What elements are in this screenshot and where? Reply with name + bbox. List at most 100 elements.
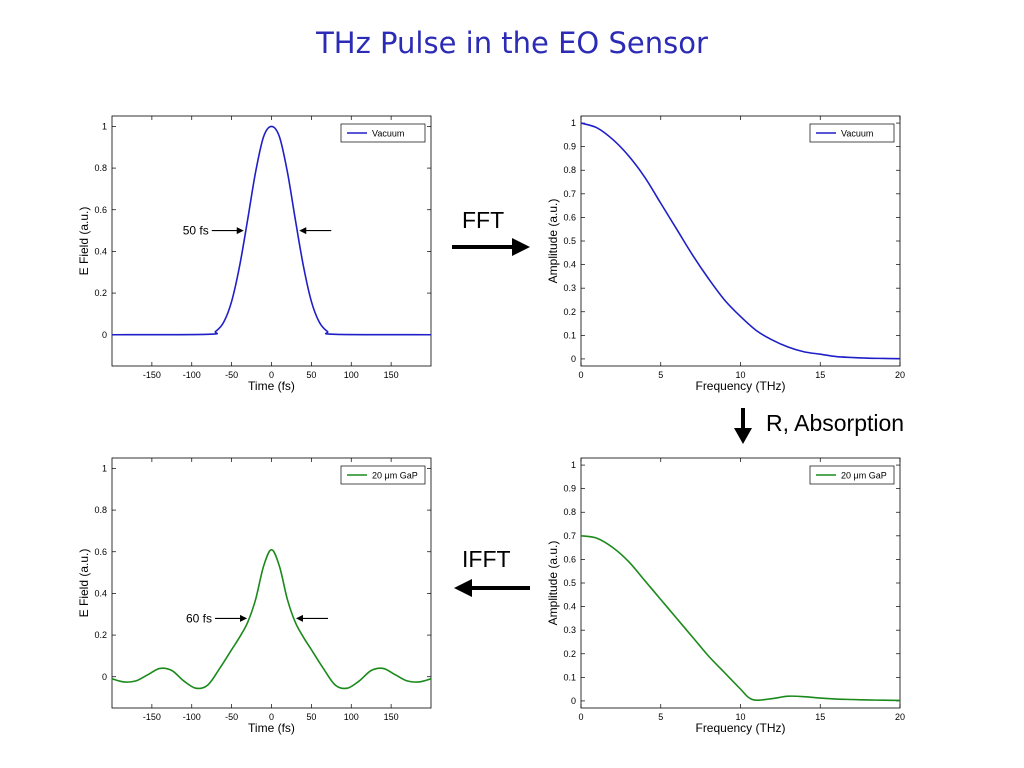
freq-gap-plot: 0 5 10 15 20 0 0.1 0.2 0.3 0.4 0.5 0.6 0.7 0.8 0.9 1 Fre… xyxy=(546,457,905,735)
legend-label: 20 μm GaP xyxy=(372,471,418,481)
x-tick-label: 5 xyxy=(658,370,663,380)
x-tick-label: 15 xyxy=(815,370,825,380)
plot-frame xyxy=(111,115,432,367)
x-tick-label: -50 xyxy=(225,712,238,722)
legend: Vacuum xyxy=(340,123,426,143)
legend-box xyxy=(809,123,895,143)
x-tick-label: 50 xyxy=(306,370,316,380)
x-axis-label: Time (fs) xyxy=(248,721,295,735)
y-axis-label: E Field (a.u.) xyxy=(77,207,91,276)
width-arrow-left xyxy=(215,614,248,622)
x-tick-label: 0 xyxy=(269,370,274,380)
x-tick-label: 10 xyxy=(735,712,745,722)
y-tick-label: 0.2 xyxy=(563,307,576,317)
y-axis-label: Amplitude (a.u.) xyxy=(546,199,560,284)
y-tick-label: 1 xyxy=(102,121,107,131)
legend: 20 μm GaP xyxy=(340,465,426,485)
y-tick-label: 0.4 xyxy=(94,588,107,598)
time-gap-plot: -150 -100 -50 0 50 100 150 0 0.2 0.4 0.6 0.8 1 Time (… xyxy=(77,457,432,735)
legend-label: Vacuum xyxy=(841,129,873,139)
x-tick-label: 10 xyxy=(735,370,745,380)
absorption-label: R, Absorption xyxy=(766,410,905,436)
y-tick-label: 0.4 xyxy=(94,246,107,256)
y-tick-label: 0 xyxy=(571,696,576,706)
x-tick-label: 5 xyxy=(658,712,663,722)
y-tick-label: 0.8 xyxy=(563,507,576,517)
y-tick-label: 0.6 xyxy=(563,212,576,222)
y-tick-label: 0.3 xyxy=(563,625,576,635)
x-axis-label: Frequency (THz) xyxy=(695,721,785,735)
x-tick-label: 20 xyxy=(895,370,905,380)
y-tick-label: 0.4 xyxy=(563,602,576,612)
y-axis-label: E Field (a.u.) xyxy=(77,549,91,618)
y-axis-label: Amplitude (a.u.) xyxy=(546,541,560,626)
ifft-label: IFFT xyxy=(462,546,511,572)
y-tick-label: 0.2 xyxy=(563,649,576,659)
y-tick-label: 0.8 xyxy=(563,165,576,175)
y-tick-label: 0.2 xyxy=(94,630,107,640)
y-tick-label: 0.6 xyxy=(94,547,107,557)
series-line xyxy=(580,122,901,360)
pulse-width-label: 50 fs xyxy=(183,224,209,238)
width-arrow-right xyxy=(295,614,328,622)
legend: Vacuum xyxy=(809,123,895,143)
series-line xyxy=(580,535,901,702)
x-tick-label: -150 xyxy=(143,712,161,722)
y-tick-label: 1 xyxy=(571,118,576,128)
legend-label: Vacuum xyxy=(372,129,404,139)
legend-box xyxy=(340,123,426,143)
ifft-arrow xyxy=(454,579,530,597)
y-tick-label: 0.1 xyxy=(563,672,576,682)
x-tick-label: 15 xyxy=(815,712,825,722)
y-tick-label: 0 xyxy=(571,354,576,364)
y-tick-label: 0.8 xyxy=(94,505,107,515)
y-tick-label: 0.1 xyxy=(563,330,576,340)
y-tick-label: 0.3 xyxy=(563,283,576,293)
fft-label: FFT xyxy=(462,207,505,233)
fft-arrow xyxy=(452,238,530,256)
y-tick-label: 0.7 xyxy=(563,531,576,541)
x-tick-label: 0 xyxy=(578,712,583,722)
plot-frame xyxy=(111,457,432,709)
y-tick-label: 0.5 xyxy=(563,236,576,246)
x-axis-label: Time (fs) xyxy=(248,379,295,393)
x-tick-label: 100 xyxy=(344,712,359,722)
y-tick-label: 0.2 xyxy=(94,288,107,298)
legend-box xyxy=(340,465,426,485)
width-arrow-left xyxy=(211,227,244,235)
x-tick-label: 20 xyxy=(895,712,905,722)
y-tick-label: 1 xyxy=(102,463,107,473)
plot-frame xyxy=(580,115,901,367)
series-line xyxy=(111,548,432,690)
legend-label: 20 μm GaP xyxy=(841,471,887,481)
absorption-arrow xyxy=(734,408,752,444)
x-tick-label: 0 xyxy=(578,370,583,380)
x-tick-label: -100 xyxy=(183,712,201,722)
x-tick-label: -150 xyxy=(143,370,161,380)
legend-box xyxy=(809,465,895,485)
x-axis-label: Frequency (THz) xyxy=(695,379,785,393)
x-tick-label: 50 xyxy=(306,712,316,722)
width-arrow-right xyxy=(299,227,332,235)
y-tick-label: 0 xyxy=(102,672,107,682)
x-tick-label: -100 xyxy=(183,370,201,380)
pulse-width-label: 60 fs xyxy=(186,611,212,625)
y-tick-label: 0.9 xyxy=(563,484,576,494)
y-tick-label: 0.5 xyxy=(563,578,576,588)
legend: 20 μm GaP xyxy=(809,465,895,485)
y-tick-label: 0.6 xyxy=(94,205,107,215)
x-tick-label: 150 xyxy=(384,712,399,722)
y-tick-label: 0.4 xyxy=(563,260,576,270)
slide-title: THz Pulse in the EO Sensor xyxy=(316,26,708,60)
x-tick-label: 150 xyxy=(384,370,399,380)
time-vacuum-plot: -150 -100 -50 0 50 100 150 0 0.2 0.4 0.6 0.8 1 Time (… xyxy=(77,115,432,393)
y-tick-label: 0.6 xyxy=(563,554,576,564)
x-tick-label: -50 xyxy=(225,370,238,380)
x-tick-label: 100 xyxy=(344,370,359,380)
x-tick-label: 0 xyxy=(269,712,274,722)
y-tick-label: 0.9 xyxy=(563,142,576,152)
series-line xyxy=(111,125,432,336)
y-tick-label: 0 xyxy=(102,330,107,340)
y-tick-label: 0.8 xyxy=(94,163,107,173)
freq-vacuum-plot: 0 5 10 15 20 0 0.1 0.2 0.3 0.4 0.5 0.6 0.7 0.8 0.9 1 Fre… xyxy=(546,115,905,393)
